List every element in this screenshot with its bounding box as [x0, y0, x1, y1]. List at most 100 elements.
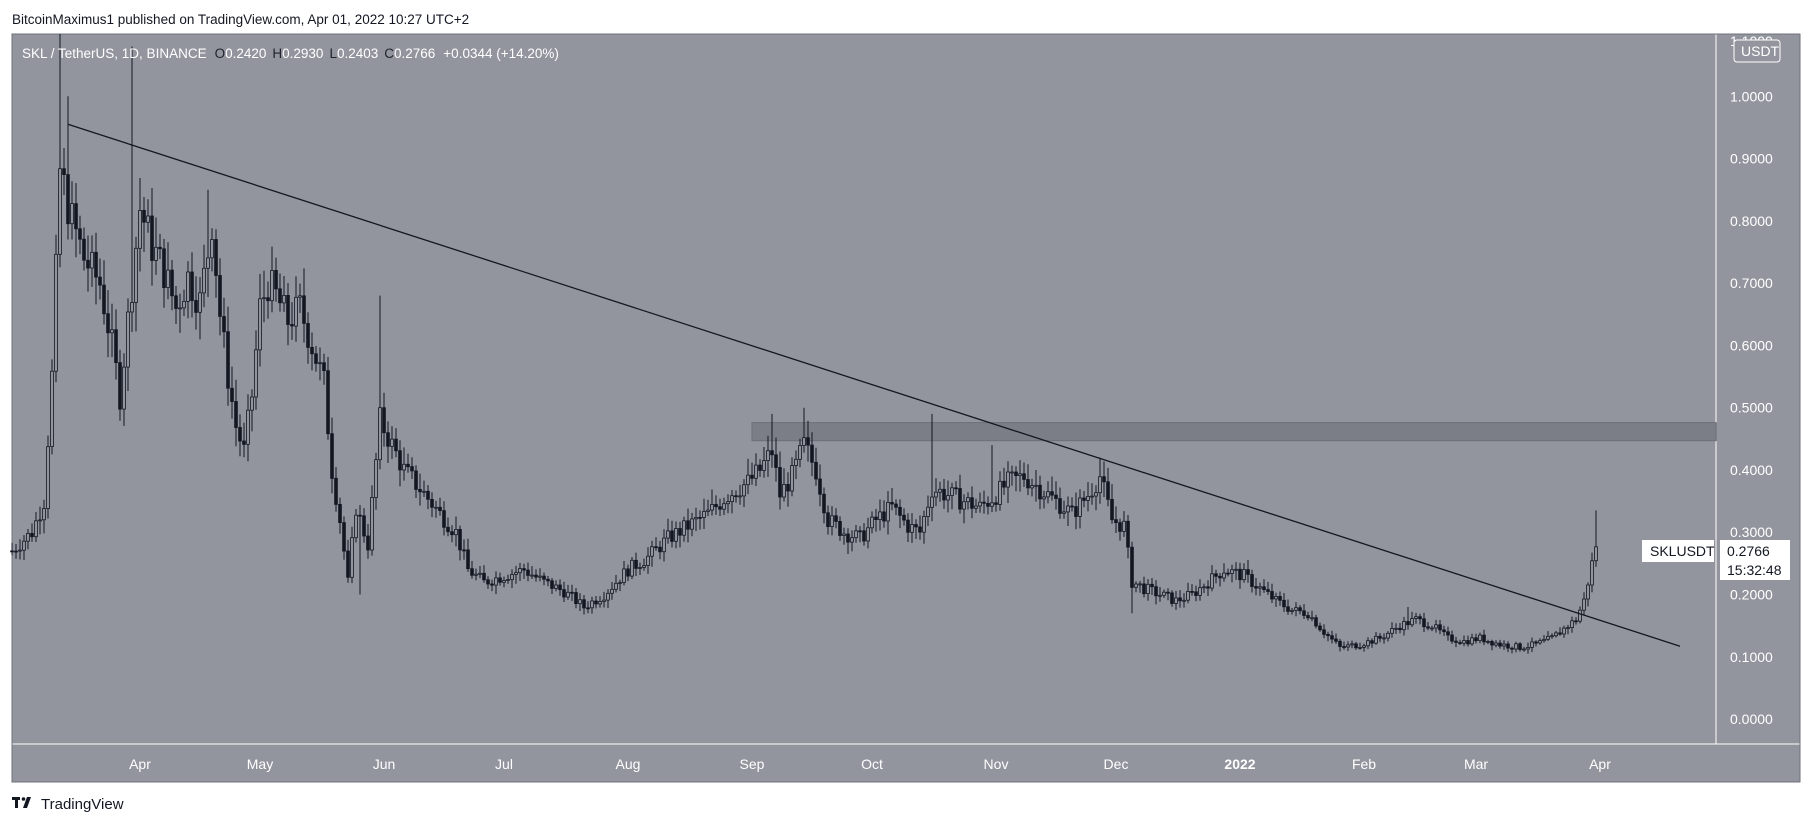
candle — [1342, 641, 1346, 650]
candle — [230, 366, 234, 419]
candle — [702, 498, 706, 529]
candle — [1370, 638, 1374, 648]
candle — [1382, 633, 1386, 644]
x-tick-label: Aug — [616, 756, 641, 772]
candle — [1310, 610, 1314, 622]
candle — [1290, 608, 1294, 615]
y-tick-label: 0.9000 — [1730, 151, 1773, 167]
candle — [346, 539, 350, 583]
candle — [970, 486, 974, 519]
candle — [1134, 581, 1138, 593]
candle — [234, 379, 238, 447]
x-tick-label: Dec — [1104, 756, 1129, 772]
candle — [1070, 497, 1074, 512]
candle — [542, 572, 546, 586]
candle — [782, 468, 786, 502]
candle — [918, 515, 922, 540]
candle — [654, 537, 658, 551]
candle — [914, 519, 918, 539]
candle — [974, 498, 978, 513]
candle — [238, 414, 242, 457]
candle — [1554, 630, 1558, 638]
candle — [514, 565, 518, 584]
tradingview-logo-icon[interactable] — [12, 797, 31, 808]
candle — [602, 591, 606, 608]
candle — [1082, 491, 1086, 508]
candle — [106, 290, 110, 358]
candle — [1174, 590, 1178, 610]
candle — [1562, 625, 1566, 638]
candle — [398, 440, 402, 487]
candle — [134, 236, 138, 332]
candle — [698, 510, 702, 530]
candle — [1358, 642, 1362, 650]
candle — [790, 457, 794, 497]
plot-pane[interactable] — [12, 34, 1716, 744]
candle — [854, 525, 858, 543]
candle — [994, 496, 998, 512]
candle — [190, 252, 194, 318]
candle — [1474, 633, 1478, 644]
currency-label: USDT — [1741, 43, 1780, 59]
candle — [1558, 627, 1562, 636]
candle — [1122, 511, 1126, 537]
resistance-zone — [751, 422, 1717, 442]
candle — [1038, 475, 1042, 510]
candle — [1170, 590, 1174, 607]
candle — [254, 330, 258, 410]
y-tick-label: 0.1000 — [1730, 649, 1773, 665]
candle — [798, 438, 802, 468]
candle — [726, 494, 730, 514]
candle — [1494, 640, 1498, 648]
candle — [738, 484, 742, 505]
candle — [498, 572, 502, 586]
candle — [446, 517, 450, 537]
candle — [114, 309, 118, 380]
candle — [1394, 623, 1398, 634]
candle — [158, 233, 162, 260]
descending-trendline[interactable] — [67, 123, 1681, 647]
legend-line: SKL / TetherUS, 1D, BINANCE O0.2420 H0.293… — [22, 46, 559, 61]
candle — [262, 270, 266, 323]
price-axis[interactable] — [1716, 34, 1800, 744]
candle — [710, 489, 714, 516]
candle — [1566, 624, 1570, 635]
candle — [1102, 461, 1106, 498]
candle — [350, 526, 354, 584]
candle — [426, 485, 430, 510]
candle — [1302, 604, 1306, 619]
candle — [1042, 490, 1046, 509]
candle — [786, 472, 790, 507]
time-axis[interactable] — [12, 744, 1716, 782]
candle — [110, 303, 114, 358]
candle — [214, 229, 218, 298]
candle — [678, 521, 682, 548]
candle — [202, 244, 206, 308]
candle — [274, 257, 278, 302]
candle — [882, 500, 886, 528]
candle — [450, 525, 454, 543]
axis-corner — [1716, 744, 1800, 782]
candle — [226, 306, 230, 406]
candle — [1274, 592, 1278, 607]
candle — [586, 601, 590, 614]
candle — [762, 447, 766, 478]
candle — [1498, 639, 1502, 649]
candle — [70, 181, 74, 240]
candle — [474, 568, 478, 581]
candle — [774, 437, 778, 482]
candle — [850, 530, 854, 552]
candle — [1166, 588, 1170, 601]
candle — [1226, 568, 1230, 577]
footer-brand[interactable]: TradingView — [41, 796, 124, 813]
candle — [186, 261, 190, 319]
currency-box[interactable] — [1733, 39, 1781, 63]
candle — [62, 148, 66, 195]
candle — [1090, 483, 1094, 505]
candle — [642, 558, 646, 571]
candle — [302, 268, 306, 343]
legend-l-value: 0.2403 — [337, 46, 378, 61]
candle — [418, 473, 422, 506]
candle — [130, 46, 134, 332]
